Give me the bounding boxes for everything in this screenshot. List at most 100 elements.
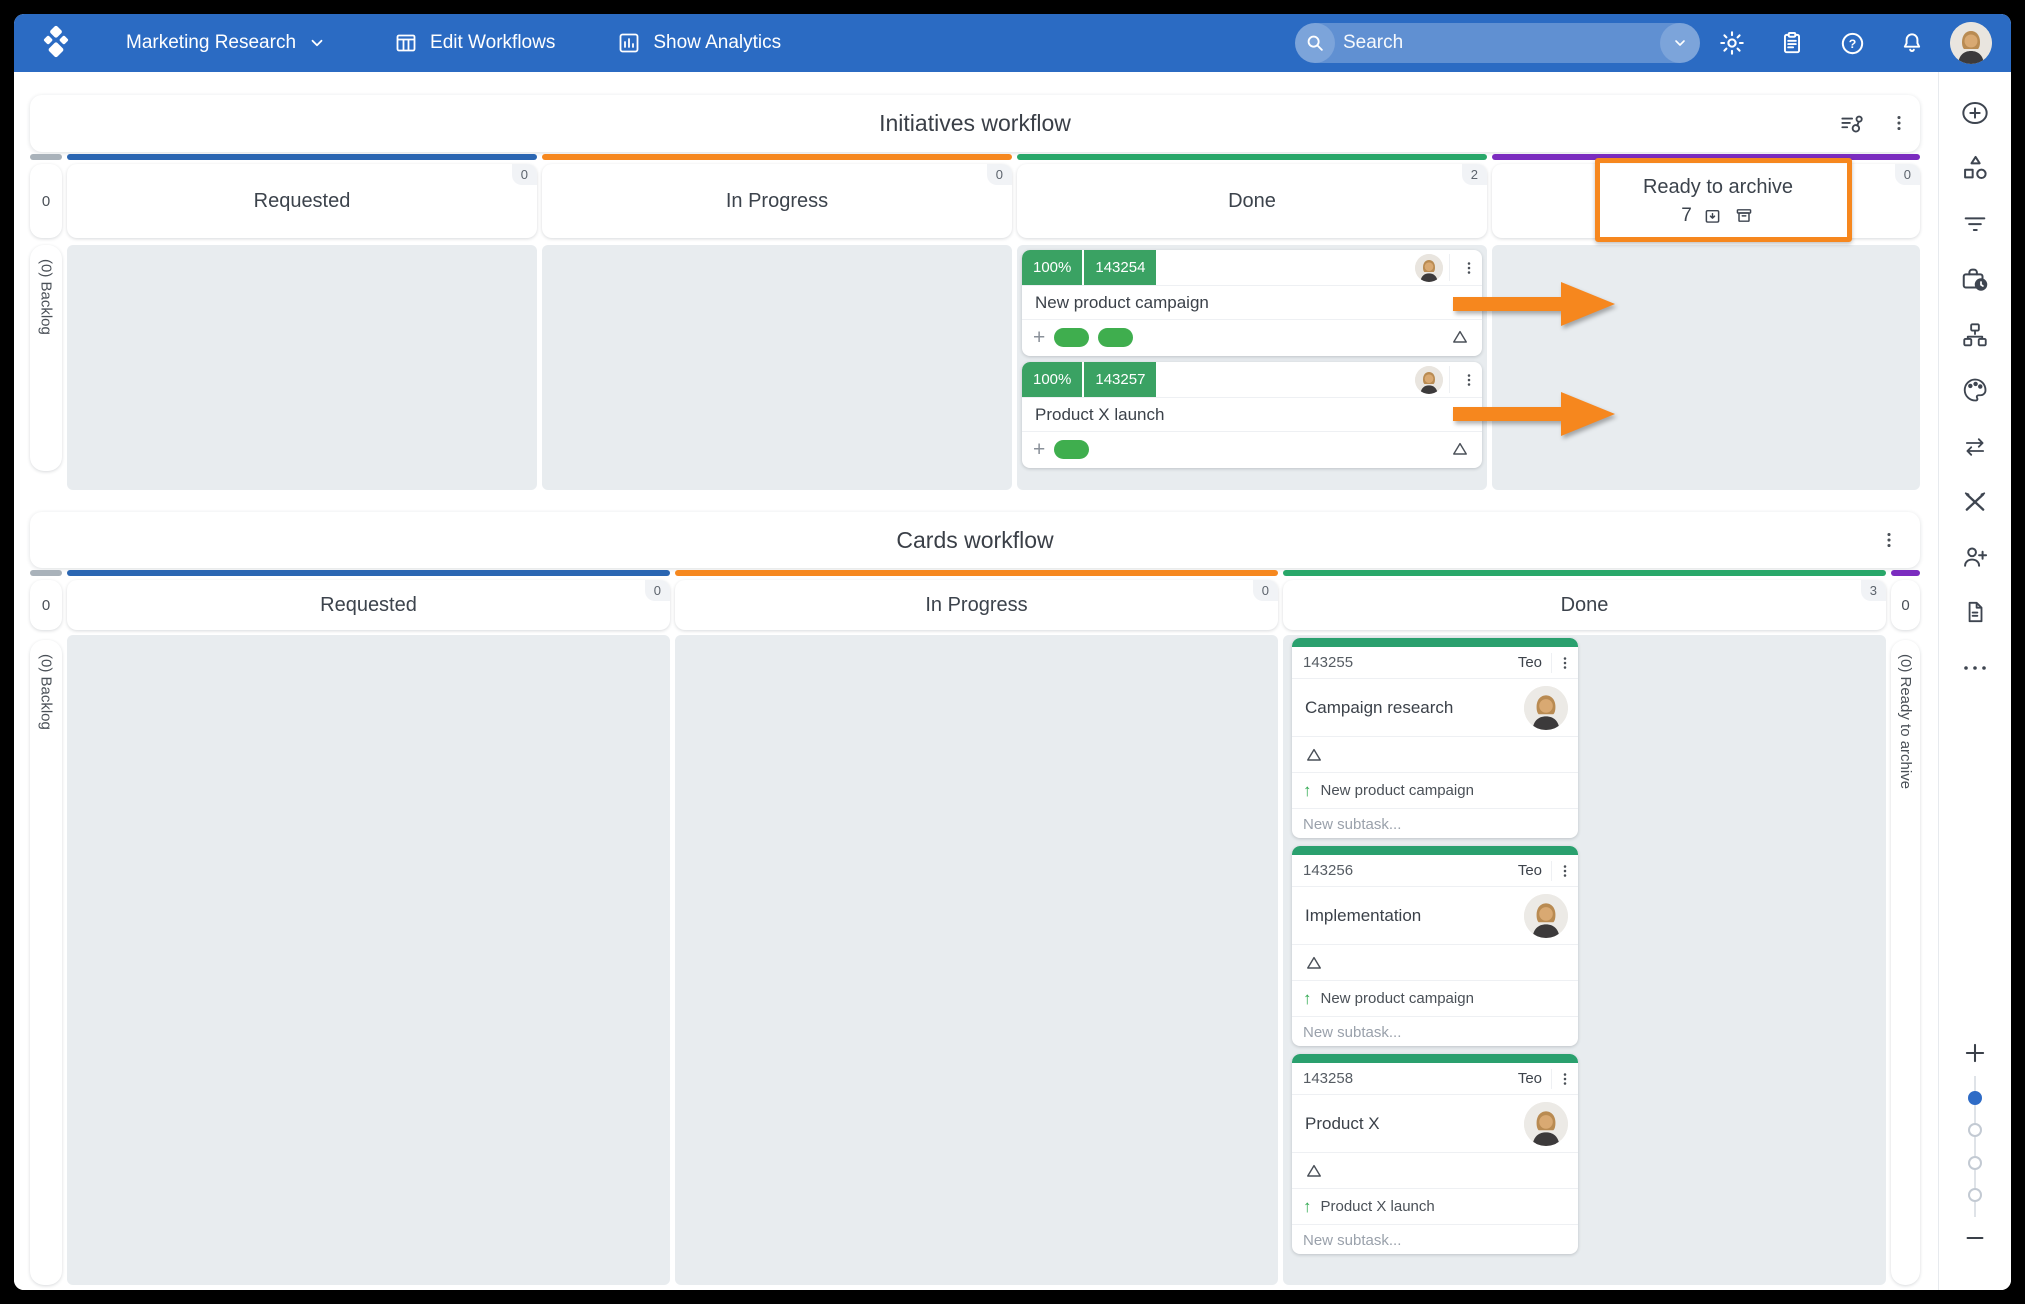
archive-box-icon[interactable] bbox=[1733, 205, 1755, 226]
invite-user-icon[interactable] bbox=[1961, 543, 1990, 571]
add-child-icon[interactable]: + bbox=[1033, 437, 1046, 461]
board-area: Initiatives workflow 0 Requested 0 In Pr… bbox=[14, 72, 1938, 1290]
initiatives-column-inprogress[interactable]: In Progress 0 bbox=[542, 164, 1012, 238]
app-window: Marketing Research Edit Workflows Show A… bbox=[14, 14, 2011, 1290]
column-label: In Progress bbox=[725, 189, 829, 212]
search-options-chevron-icon[interactable] bbox=[1660, 23, 1700, 63]
subtask-pill[interactable] bbox=[1098, 327, 1134, 347]
priority-triangle-icon[interactable] bbox=[1303, 1161, 1325, 1181]
card-menu-kebab-icon[interactable] bbox=[1552, 1068, 1578, 1090]
initiatives-column-done[interactable]: Done 2 bbox=[1017, 164, 1487, 238]
column-count: 0 bbox=[511, 164, 537, 185]
search-input[interactable] bbox=[1335, 32, 1660, 54]
card-menu-kebab-icon[interactable] bbox=[1552, 652, 1578, 674]
cards-ready-count-box[interactable]: 0 bbox=[1891, 580, 1920, 630]
card-143258[interactable]: 143258 Teo Product X ↑ Product bbox=[1292, 1054, 1578, 1254]
time-tracking-icon[interactable] bbox=[1960, 265, 1990, 295]
card-assignee-avatar[interactable] bbox=[1415, 365, 1443, 394]
card-143255[interactable]: 143255 Teo Campaign research ↑ bbox=[1292, 638, 1578, 838]
subtask-pill[interactable] bbox=[1054, 439, 1090, 459]
show-analytics-button[interactable]: Show Analytics bbox=[617, 31, 781, 55]
card-menu-kebab-icon[interactable] bbox=[1456, 250, 1482, 285]
help-icon[interactable]: ? bbox=[1837, 28, 1867, 58]
customize-tools-icon[interactable] bbox=[1961, 488, 1989, 516]
initiative-card-143254[interactable]: 100% 143254 New product campaign + bbox=[1022, 250, 1482, 356]
cards-backlog-colorbar bbox=[30, 570, 62, 576]
palette-icon[interactable] bbox=[1960, 376, 1990, 404]
show-analytics-icon bbox=[617, 31, 641, 55]
column-count: 0 bbox=[1252, 580, 1278, 601]
notifications-bell-icon[interactable] bbox=[1897, 28, 1927, 58]
zoom-level-dot-3[interactable] bbox=[1968, 1156, 1982, 1170]
card-parent-link[interactable]: ↑ New product campaign bbox=[1292, 773, 1578, 809]
add-child-icon[interactable]: + bbox=[1033, 325, 1046, 349]
initiatives-requested-colorbar bbox=[67, 154, 537, 160]
priority-triangle-icon[interactable] bbox=[1449, 327, 1471, 347]
archive-in-icon[interactable] bbox=[1702, 205, 1723, 226]
parent-up-arrow-icon: ↑ bbox=[1303, 780, 1312, 800]
cards-column-requested[interactable]: Requested 0 bbox=[67, 580, 670, 630]
initiatives-backlog-count-box[interactable]: 0 bbox=[30, 164, 62, 238]
parent-up-arrow-icon: ↑ bbox=[1303, 988, 1312, 1008]
card-parent-link[interactable]: ↑ Product X launch bbox=[1292, 1189, 1578, 1225]
edit-workflows-button[interactable]: Edit Workflows bbox=[394, 31, 555, 55]
initiatives-menu-kebab-icon[interactable] bbox=[1886, 111, 1912, 135]
cards-requested-body[interactable] bbox=[67, 635, 670, 1285]
initiatives-requested-body[interactable] bbox=[67, 245, 537, 490]
card-parent-link[interactable]: ↑ New product campaign bbox=[1292, 981, 1578, 1017]
card-menu-kebab-icon[interactable] bbox=[1456, 362, 1482, 397]
hierarchy-icon[interactable] bbox=[1961, 321, 1989, 349]
board-settings-icon[interactable] bbox=[1838, 111, 1864, 137]
priority-triangle-icon[interactable] bbox=[1303, 745, 1325, 765]
zoom-level-dot-4[interactable] bbox=[1968, 1188, 1982, 1202]
card-assignee-avatar[interactable] bbox=[1415, 253, 1443, 282]
user-avatar[interactable] bbox=[1950, 22, 1992, 64]
initiatives-column-ready-to-archive[interactable]: Ready to archive 7 0 bbox=[1492, 164, 1920, 238]
zoom-level-dot-1[interactable] bbox=[1968, 1091, 1982, 1105]
settings-gear-icon[interactable] bbox=[1717, 28, 1747, 58]
initiatives-backlog-lane[interactable]: (0) Backlog bbox=[30, 245, 62, 471]
zoom-in-icon[interactable] bbox=[1962, 1040, 1988, 1066]
shapes-icon[interactable] bbox=[1961, 154, 1989, 182]
initiatives-ready-body[interactable] bbox=[1492, 245, 1920, 490]
priority-triangle-icon[interactable] bbox=[1449, 439, 1471, 459]
search-icon[interactable] bbox=[1295, 23, 1335, 63]
add-icon[interactable] bbox=[1960, 99, 1990, 127]
zoom-slider-track[interactable] bbox=[1974, 1076, 1976, 1217]
subtask-pill[interactable] bbox=[1054, 327, 1090, 347]
clipboard-icon[interactable] bbox=[1777, 28, 1807, 58]
cards-backlog-lane[interactable]: (0) Backlog bbox=[30, 640, 62, 1285]
document-icon[interactable] bbox=[1962, 598, 1988, 626]
card-parent-title: New product campaign bbox=[1320, 990, 1474, 1007]
initiatives-inprogress-body[interactable] bbox=[542, 245, 1012, 490]
parent-up-arrow-icon: ↑ bbox=[1303, 1196, 1312, 1216]
app-logo[interactable] bbox=[38, 25, 74, 61]
new-subtask-input[interactable]: New subtask... bbox=[1303, 815, 1402, 833]
cards-ready-lane[interactable]: (0) Ready to archive bbox=[1891, 640, 1920, 1285]
cards-column-done[interactable]: Done 3 bbox=[1283, 580, 1886, 630]
swap-columns-icon[interactable] bbox=[1960, 434, 1990, 460]
filter-icon[interactable] bbox=[1961, 209, 1989, 237]
new-subtask-input[interactable]: New subtask... bbox=[1303, 1023, 1402, 1041]
card-color-bar bbox=[1292, 1054, 1578, 1063]
priority-triangle-icon[interactable] bbox=[1303, 953, 1325, 973]
initiatives-column-requested[interactable]: Requested 0 bbox=[67, 164, 537, 238]
card-assignee-avatar[interactable] bbox=[1524, 893, 1568, 938]
cards-column-inprogress[interactable]: In Progress 0 bbox=[675, 580, 1278, 630]
card-parent-title: New product campaign bbox=[1320, 782, 1474, 799]
card-assignee-avatar[interactable] bbox=[1524, 685, 1568, 730]
board-selector[interactable]: Marketing Research bbox=[126, 32, 326, 54]
more-ellipsis-icon[interactable] bbox=[1961, 662, 1989, 674]
card-progress-badge: 100% bbox=[1022, 362, 1083, 397]
zoom-out-icon[interactable] bbox=[1962, 1233, 1988, 1243]
card-143256[interactable]: 143256 Teo Implementation ↑ Ne bbox=[1292, 846, 1578, 1046]
cards-workflow-menu-kebab-icon[interactable] bbox=[1876, 528, 1902, 552]
initiative-card-143257[interactable]: 100% 143257 Product X launch + bbox=[1022, 362, 1482, 468]
card-menu-kebab-icon[interactable] bbox=[1552, 860, 1578, 882]
search-bar[interactable] bbox=[1295, 23, 1700, 63]
new-subtask-input[interactable]: New subtask... bbox=[1303, 1231, 1402, 1249]
cards-inprogress-body[interactable] bbox=[675, 635, 1278, 1285]
card-assignee-avatar[interactable] bbox=[1524, 1101, 1568, 1146]
zoom-level-dot-2[interactable] bbox=[1968, 1123, 1982, 1137]
cards-backlog-count-box[interactable]: 0 bbox=[30, 580, 62, 630]
